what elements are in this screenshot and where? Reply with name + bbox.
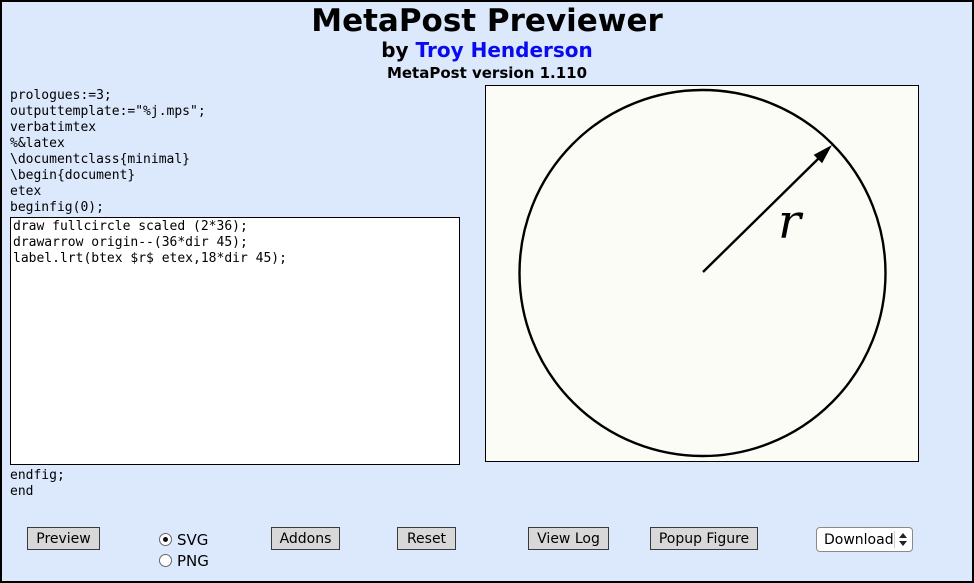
select-updown-arrows-icon bbox=[894, 533, 912, 546]
view-log-button[interactable]: View Log bbox=[528, 527, 609, 550]
figure-preview: r bbox=[485, 85, 919, 462]
popup-figure-button[interactable]: Popup Figure bbox=[650, 527, 758, 550]
format-option-png[interactable]: PNG bbox=[159, 550, 209, 571]
figure-radius-label: r bbox=[778, 194, 804, 250]
byline-prefix: by bbox=[381, 38, 416, 62]
download-select-label: Download bbox=[824, 531, 894, 548]
download-select[interactable]: Download bbox=[816, 527, 913, 552]
page-title: MetaPost Previewer bbox=[311, 3, 663, 39]
format-option-svg[interactable]: SVG bbox=[159, 529, 209, 550]
byline: by Troy Henderson bbox=[2, 39, 972, 62]
radio-icon-svg[interactable] bbox=[159, 533, 172, 546]
preview-button[interactable]: Preview bbox=[27, 527, 100, 550]
select-divider bbox=[893, 531, 895, 548]
code-postamble: endfig; end bbox=[10, 468, 65, 499]
radio-icon-png[interactable] bbox=[159, 554, 172, 567]
page-header: MetaPost Previewer by Troy Henderson Met… bbox=[2, 3, 972, 83]
figure-arrow-shaft bbox=[702, 157, 820, 273]
code-input[interactable]: draw fullcircle scaled (2*36); drawarrow… bbox=[10, 217, 460, 465]
figure-svg: r bbox=[518, 88, 887, 458]
version-text: MetaPost version 1.110 bbox=[386, 64, 588, 82]
format-option-png-label: PNG bbox=[177, 551, 209, 570]
chevron-up-icon bbox=[899, 533, 908, 538]
author-link[interactable]: Troy Henderson bbox=[415, 38, 593, 62]
figure-circle bbox=[518, 88, 887, 458]
code-preamble: prologues:=3; outputtemplate:="%j.mps"; … bbox=[10, 88, 206, 215]
format-radio-group: SVG PNG bbox=[159, 529, 209, 571]
chevron-down-icon bbox=[899, 541, 908, 546]
figure-arrowhead-icon bbox=[813, 145, 832, 164]
addons-button[interactable]: Addons bbox=[271, 527, 340, 550]
reset-button[interactable]: Reset bbox=[397, 527, 456, 550]
format-option-svg-label: SVG bbox=[177, 530, 209, 549]
